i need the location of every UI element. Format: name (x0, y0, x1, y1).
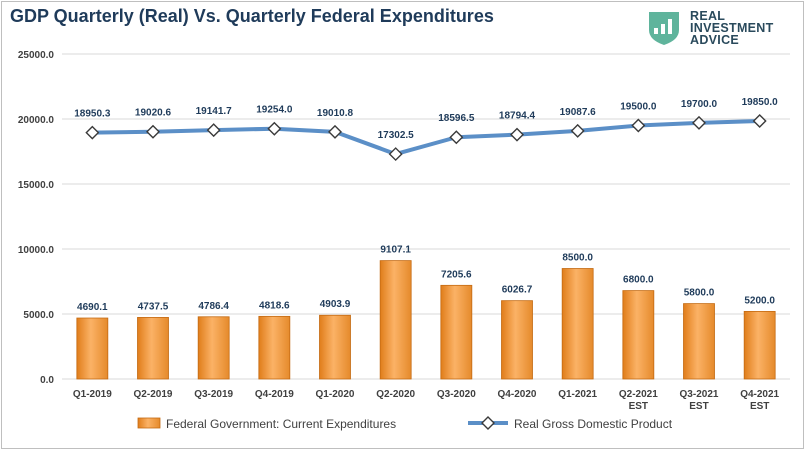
bar-data-label: 4786.4 (198, 301, 229, 312)
bar-data-label: 5200.0 (744, 295, 775, 306)
y-tick-label: 0.0 (40, 375, 54, 386)
gdp-marker (206, 123, 221, 138)
line-data-label: 18950.3 (74, 109, 111, 120)
bar (197, 316, 230, 380)
y-tick-label: 5000.0 (23, 310, 54, 321)
bar (743, 310, 776, 380)
bar-data-label: 4903.9 (320, 299, 351, 310)
bar (561, 268, 594, 380)
line-data-label: 19254.0 (256, 105, 293, 116)
line-data-label: 19850.0 (742, 97, 779, 108)
line-data-label: 19010.8 (317, 108, 354, 119)
x-tick-label: Q4-2019 (255, 389, 294, 400)
line-data-label: 19141.7 (196, 106, 233, 117)
gdp-marker (267, 121, 282, 136)
gdp-marker (752, 113, 767, 128)
y-tick-label: 20000.0 (18, 115, 55, 126)
bar-data-label: 6026.7 (502, 285, 533, 296)
legend-label-gdp: Real Gross Domestic Product (514, 417, 673, 431)
trend-up-badge-icon (649, 12, 679, 45)
bar-data-label: 4690.1 (77, 302, 108, 313)
bar (258, 315, 291, 380)
bar-data-label: 8500.0 (562, 253, 593, 264)
x-tick-label: EST (689, 401, 708, 412)
x-tick-label: Q4-2021 (740, 389, 779, 400)
logo-text-line3: ADVICE (690, 33, 740, 47)
bar-data-label: 6800.0 (623, 275, 654, 286)
bar-data-label: 5800.0 (684, 288, 715, 299)
x-tick-label: Q3-2019 (194, 389, 233, 400)
x-tick-label: Q2-2021 (619, 389, 658, 400)
x-tick-label: EST (750, 401, 769, 412)
x-tick-label: Q1-2021 (558, 389, 597, 400)
x-tick-label: Q1-2019 (73, 389, 112, 400)
x-tick-label: Q2-2019 (134, 389, 173, 400)
line-data-label: 19500.0 (620, 102, 657, 113)
gdp-marker (570, 123, 585, 138)
y-tick-label: 10000.0 (18, 245, 55, 256)
line-data-label: 18596.5 (438, 113, 475, 124)
x-tick-label: Q2-2020 (376, 389, 415, 400)
bar (76, 317, 109, 380)
bar (440, 284, 473, 380)
chart-title: GDP Quarterly (Real) Vs. Quarterly Feder… (10, 6, 494, 26)
bar-data-label: 4818.6 (259, 300, 290, 311)
gdp-marker (449, 130, 464, 145)
legend-swatch-expenditures (137, 417, 161, 429)
gdp-marker (146, 124, 160, 139)
bar (501, 300, 533, 380)
bar (379, 260, 412, 380)
logo: REAL INVESTMENT ADVICE (646, 8, 796, 48)
x-tick-label: Q3-2021 (680, 389, 719, 400)
gdp-line (92, 118, 760, 157)
bar-data-label: 4737.5 (138, 301, 169, 312)
x-tick-label: Q1-2020 (316, 389, 355, 400)
gdp-marker (85, 125, 100, 140)
line-data-label: 19700.0 (681, 99, 718, 110)
line-data-label: 18794.4 (499, 111, 536, 122)
x-tick-label: Q4-2020 (498, 389, 537, 400)
line-data-label: 19087.6 (560, 107, 597, 118)
gdp-marker (631, 118, 646, 133)
gdp-marker (328, 124, 342, 139)
y-tick-label: 15000.0 (18, 180, 55, 191)
gdp-marker (388, 147, 403, 162)
gdp-marker (510, 127, 524, 142)
y-tick-label: 25000.0 (18, 50, 55, 61)
line-data-label: 19020.6 (135, 108, 172, 119)
logo-text-line2: INVESTMENT (690, 21, 774, 35)
legend-label-expenditures: Federal Government: Current Expenditures (166, 417, 396, 431)
bar (683, 303, 715, 380)
bar (319, 314, 351, 380)
bar (137, 317, 169, 380)
line-data-label: 17302.5 (378, 130, 415, 141)
gdp-marker (692, 115, 706, 130)
bar (622, 290, 655, 380)
legend-marker-gdp (481, 416, 495, 430)
bar-data-label: 9107.1 (380, 245, 411, 256)
x-tick-label: Q3-2020 (437, 389, 476, 400)
bar-data-label: 7205.6 (441, 269, 472, 280)
logo-text-line1: REAL (690, 9, 726, 23)
x-tick-label: EST (629, 401, 648, 412)
